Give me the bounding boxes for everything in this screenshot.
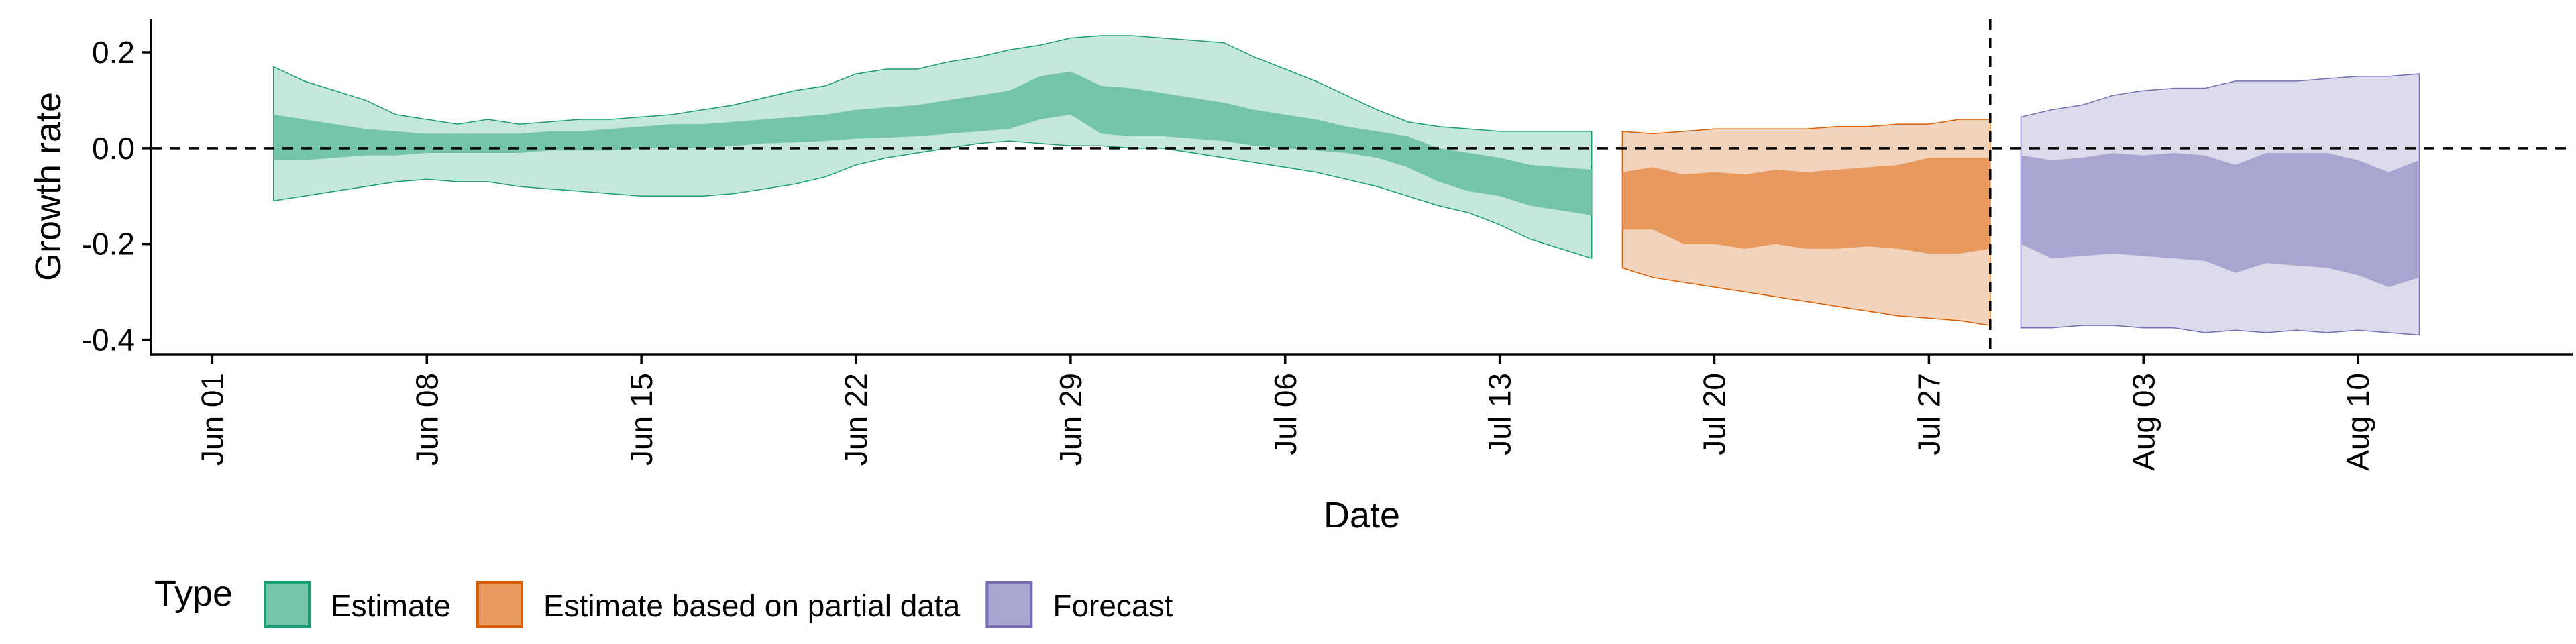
y-tick-label: -0.4 — [82, 323, 135, 358]
y-tick-label: -0.2 — [82, 227, 135, 262]
legend-swatch — [985, 581, 1033, 628]
x-tick-label: Jun 08 — [409, 373, 444, 466]
legend-title: Type — [154, 574, 233, 614]
x-tick-label: Jul 13 — [1483, 373, 1517, 455]
x-tick-label: Jun 22 — [839, 373, 873, 466]
x-tick-label: Jul 06 — [1268, 373, 1303, 455]
chart-bands — [273, 35, 2420, 336]
band-inner-series-1 — [1622, 158, 1990, 254]
x-axis-ticks: Jun 01 Jun 08 Jun 15 Jun 22 Jun 29 Jul 06 Jul … — [195, 354, 2375, 471]
x-tick-label: Jul 20 — [1697, 373, 1732, 455]
x-tick-label: Jun 01 — [195, 373, 229, 466]
x-tick-label: Jun 29 — [1053, 373, 1088, 466]
legend-swatch — [476, 581, 523, 628]
y-axis-ticks: 0.2 0.0 -0.2 -0.4 — [82, 35, 151, 358]
x-tick-label: Jun 15 — [624, 373, 659, 466]
band-outer-series-0 — [273, 35, 1593, 260]
legend-label: Estimate — [331, 588, 451, 623]
band-inner-series-2 — [2021, 153, 2420, 287]
legend-label: Estimate based on partial data — [543, 588, 961, 623]
x-axis-title: Date — [1324, 495, 1400, 535]
y-axis-title: Growth rate — [28, 92, 68, 281]
legend-entries: Estimate Estimate based on partial data Fo… — [264, 581, 1173, 628]
band-inner-series-0 — [273, 71, 1592, 215]
y-tick-label: 0.0 — [92, 131, 135, 166]
x-tick-label: Aug 10 — [2341, 373, 2375, 471]
legend-swatch — [264, 581, 311, 628]
x-tick-label: Aug 03 — [2126, 373, 2161, 471]
x-tick-label: Jul 27 — [1911, 373, 1946, 455]
legend: Type Estimate Estimate based on partial d… — [154, 574, 1173, 628]
legend-label: Forecast — [1053, 588, 1173, 623]
y-tick-label: 0.2 — [92, 35, 135, 70]
